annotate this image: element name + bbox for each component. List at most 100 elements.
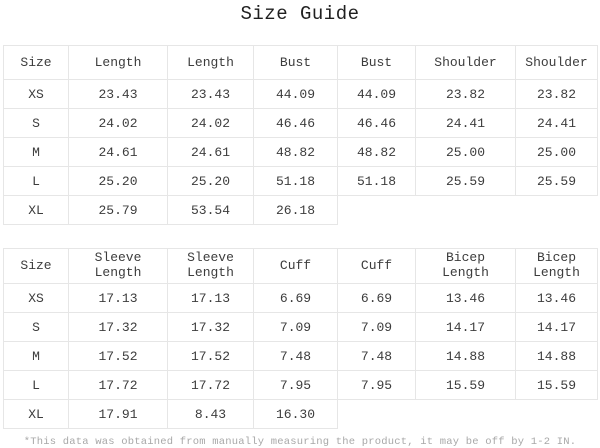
value-cell: 7.95 [337,370,416,400]
value-cell: 25.20 [68,166,168,196]
value-cell: 25.00 [415,137,516,167]
header-cell: Bicep Length [415,248,516,284]
size-cell: M [3,341,69,371]
value-cell: 46.46 [337,108,416,138]
header-cell: Cuff [337,248,416,284]
value-cell: 7.48 [337,341,416,371]
size-cell: S [3,108,69,138]
value-cell [416,400,516,429]
value-cell: 17.72 [167,370,254,400]
value-cell: 24.02 [68,108,168,138]
value-cell: 7.48 [253,341,338,371]
value-cell: 23.43 [167,79,254,109]
size-table-top: Size Length Length Bust Bust Shoulder Shoulder… [3,45,598,225]
header-cell: Size [3,248,69,284]
table-row: S 24.02 24.02 46.46 46.46 24.41 24.41 [3,108,598,138]
header-cell: Size [3,45,69,80]
size-cell: S [3,312,69,342]
value-cell: 14.88 [415,341,516,371]
value-cell [338,196,416,225]
value-cell [516,196,598,225]
value-cell: 15.59 [515,370,598,400]
value-cell: 48.82 [337,137,416,167]
table-row: M 24.61 24.61 48.82 48.82 25.00 25.00 [3,137,598,167]
table-row: S 17.32 17.32 7.09 7.09 14.17 14.17 [3,312,598,342]
value-cell: 44.09 [337,79,416,109]
value-cell: 6.69 [337,283,416,313]
header-cell: Bicep Length [515,248,598,284]
size-cell: XS [3,283,69,313]
value-cell: 25.79 [68,195,168,225]
value-cell: 14.88 [515,341,598,371]
value-cell: 25.59 [515,166,598,196]
value-cell: 17.32 [68,312,168,342]
table-row: XS 17.13 17.13 6.69 6.69 13.46 13.46 [3,283,598,313]
value-cell: 44.09 [253,79,338,109]
value-cell: 25.00 [515,137,598,167]
value-cell: 7.09 [337,312,416,342]
value-cell: 23.82 [415,79,516,109]
value-cell: 8.43 [167,399,254,429]
header-cell: Shoulder [415,45,516,80]
size-cell: XS [3,79,69,109]
value-cell: 25.59 [415,166,516,196]
value-cell: 17.13 [167,283,254,313]
value-cell: 7.09 [253,312,338,342]
header-cell: Bust [337,45,416,80]
header-cell: Sleeve Length [68,248,168,284]
size-cell: XL [3,195,69,225]
value-cell: 24.41 [515,108,598,138]
table-row: XL 17.91 8.43 16.30 [3,399,598,429]
value-cell [516,400,598,429]
size-cell: XL [3,399,69,429]
header-cell: Cuff [253,248,338,284]
value-cell: 23.43 [68,79,168,109]
value-cell: 14.17 [515,312,598,342]
value-cell: 48.82 [253,137,338,167]
value-cell: 14.17 [415,312,516,342]
value-cell [338,400,416,429]
value-cell: 24.61 [167,137,254,167]
size-cell: L [3,166,69,196]
value-cell: 25.20 [167,166,254,196]
size-cell: M [3,137,69,167]
value-cell: 51.18 [253,166,338,196]
value-cell: 46.46 [253,108,338,138]
table-row: L 25.20 25.20 51.18 51.18 25.59 25.59 [3,166,598,196]
value-cell: 24.41 [415,108,516,138]
header-cell: Length [68,45,168,80]
value-cell: 17.32 [167,312,254,342]
page-title: Size Guide [240,3,360,25]
value-cell: 13.46 [515,283,598,313]
value-cell: 15.59 [415,370,516,400]
value-cell: 17.72 [68,370,168,400]
header-cell: Sleeve Length [167,248,254,284]
value-cell: 6.69 [253,283,338,313]
header-row: Size Length Length Bust Bust Shoulder Shoulder [3,45,598,80]
value-cell: 7.95 [253,370,338,400]
header-cell: Length [167,45,254,80]
value-cell: 24.02 [167,108,254,138]
value-cell: 16.30 [253,399,338,429]
table-row: XL 25.79 53.54 26.18 [3,195,598,225]
value-cell: 51.18 [337,166,416,196]
value-cell: 13.46 [415,283,516,313]
table-row: XS 23.43 23.43 44.09 44.09 23.82 23.82 [3,79,598,109]
value-cell: 24.61 [68,137,168,167]
header-row: Size Sleeve Length Sleeve Length Cuff Cuff Bi… [3,248,598,284]
size-cell: L [3,370,69,400]
header-cell: Shoulder [515,45,598,80]
value-cell: 17.52 [68,341,168,371]
value-cell: 17.91 [68,399,168,429]
header-cell: Bust [253,45,338,80]
table-row: L 17.72 17.72 7.95 7.95 15.59 15.59 [3,370,598,400]
value-cell: 26.18 [253,195,338,225]
table-row: M 17.52 17.52 7.48 7.48 14.88 14.88 [3,341,598,371]
value-cell [416,196,516,225]
value-cell: 17.13 [68,283,168,313]
value-cell: 17.52 [167,341,254,371]
measurement-disclaimer: *This data was obtained from manually me… [23,436,577,448]
value-cell: 53.54 [167,195,254,225]
value-cell: 23.82 [515,79,598,109]
size-table-bottom: Size Sleeve Length Sleeve Length Cuff Cuff Bi… [3,248,598,429]
